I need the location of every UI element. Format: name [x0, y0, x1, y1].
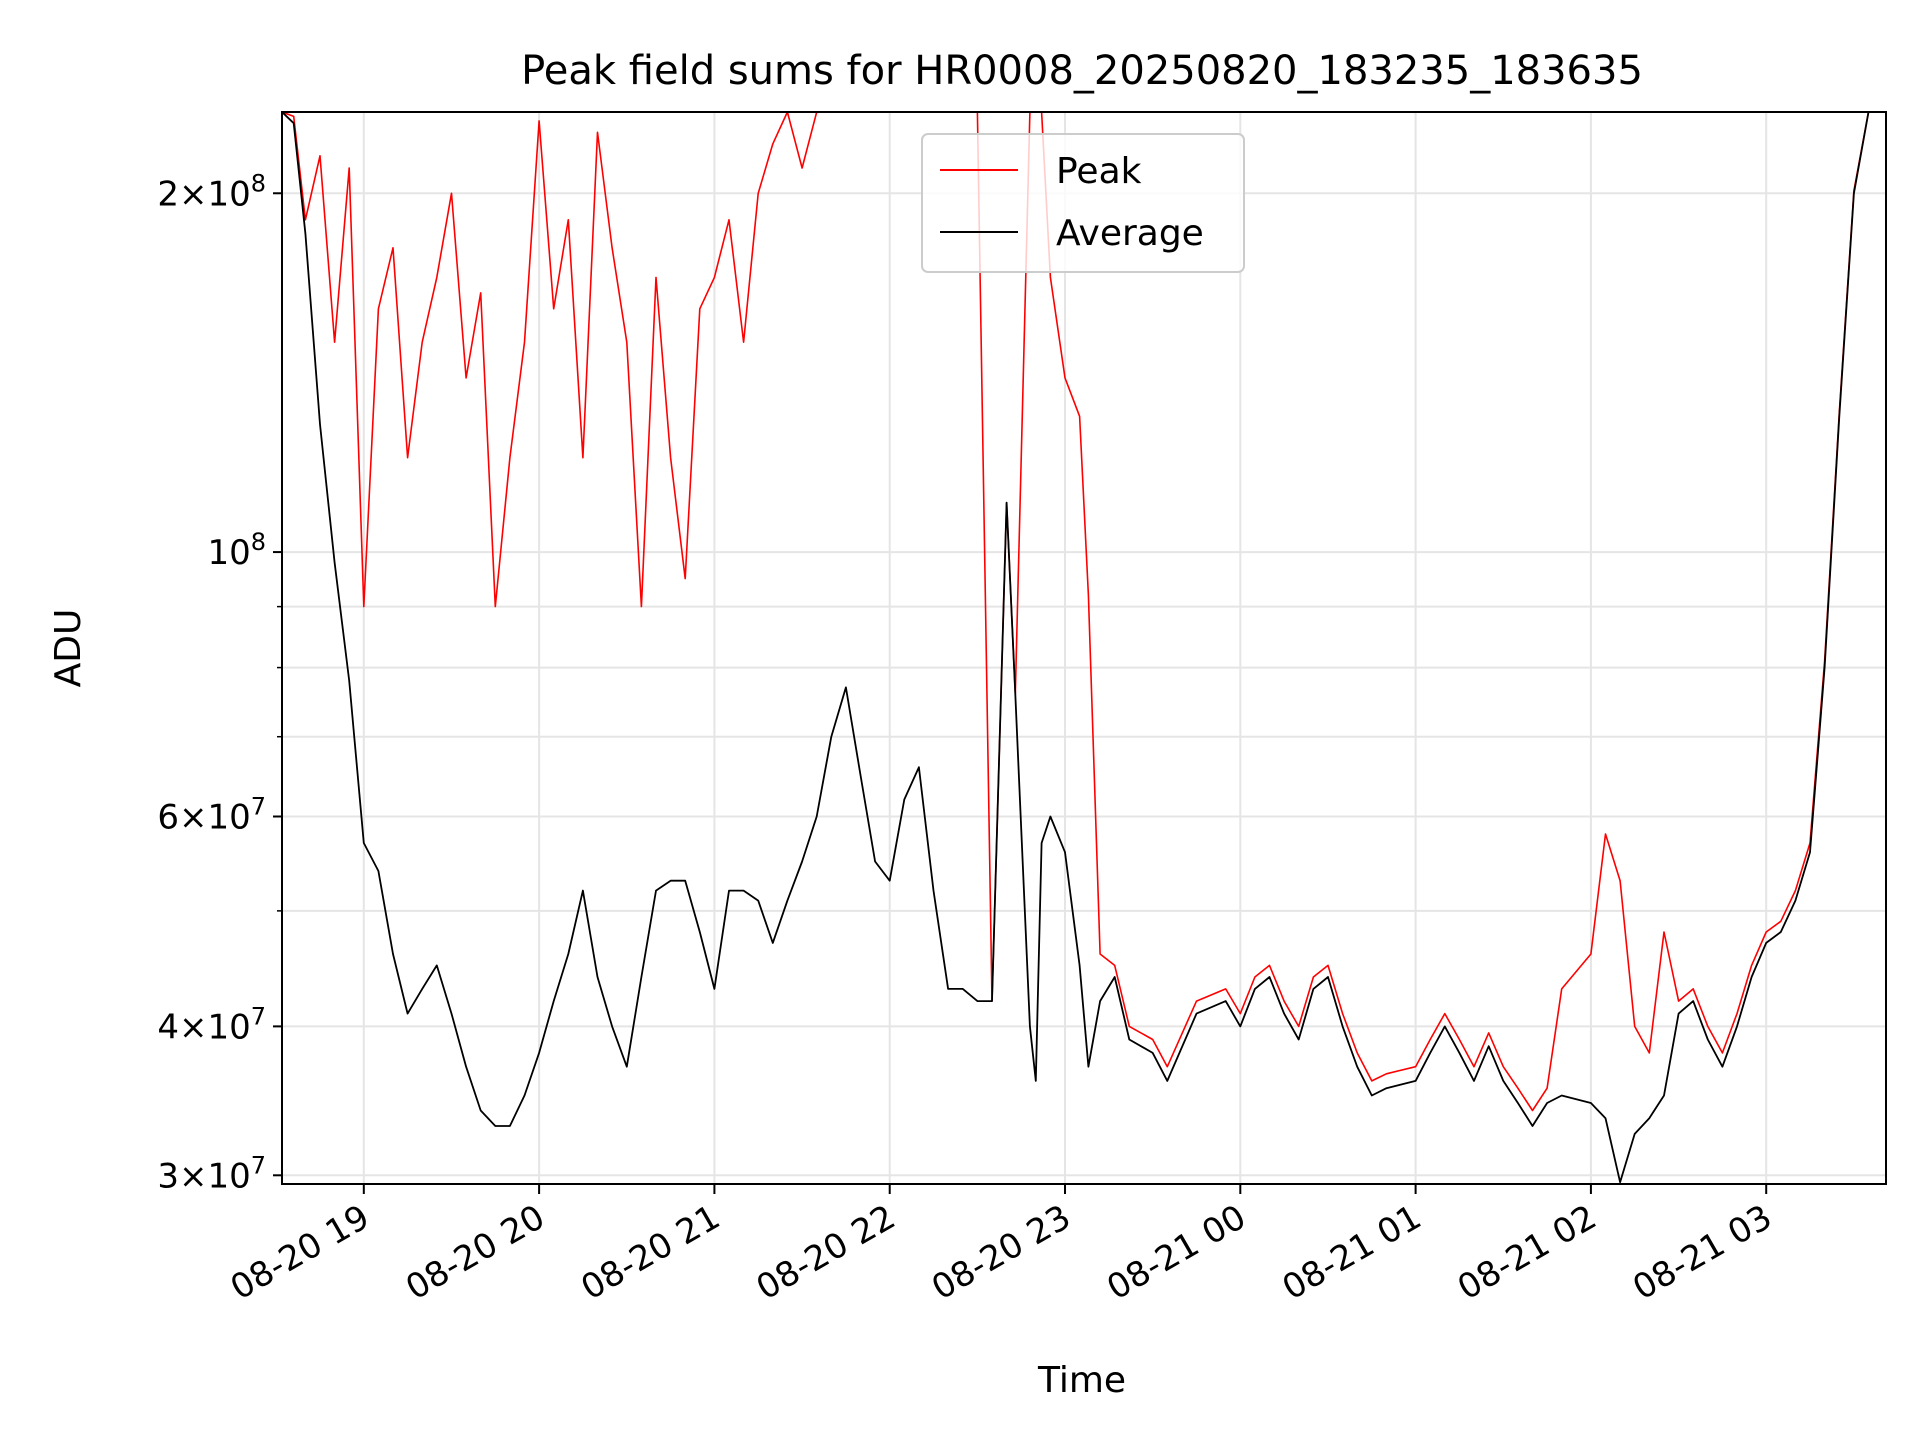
y-axis: 3×107 4×107 6×107 108 2×108: [157, 169, 282, 1196]
y-tick-label: 4×107: [157, 1002, 266, 1047]
legend-label-peak: Peak: [1056, 151, 1142, 192]
y-tick-label: 2×108: [157, 169, 266, 214]
chart-title: Peak field sums for HR0008_20250820_1832…: [521, 48, 1643, 94]
y-tick-label: 3×107: [157, 1151, 266, 1196]
series-layer: [282, 112, 1886, 1184]
series-line-peak: [282, 112, 1886, 1112]
series-line-average: [282, 112, 1886, 1184]
legend-box: [921, 133, 1245, 273]
y-tick-label: 6×107: [157, 792, 266, 837]
legend: Peak Average: [921, 133, 1245, 273]
plot-frame: [281, 111, 1887, 1185]
x-axis-label: Time: [1037, 1360, 1126, 1401]
legend-label-average: Average: [1056, 213, 1204, 254]
y-tick-label: 108: [207, 528, 266, 573]
y-axis-label: ADU: [48, 609, 89, 688]
